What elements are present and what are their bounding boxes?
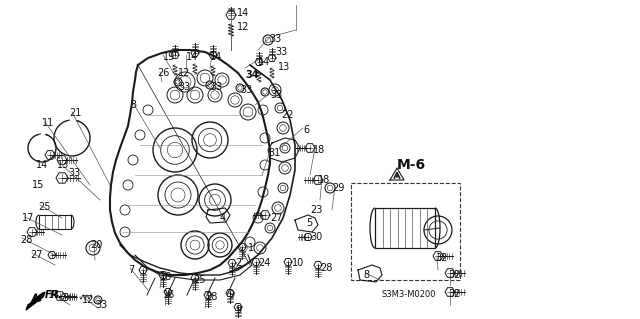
Text: 22: 22 bbox=[281, 110, 294, 120]
Text: 14: 14 bbox=[210, 52, 222, 62]
Text: 33: 33 bbox=[240, 85, 252, 95]
Text: 23: 23 bbox=[310, 205, 323, 215]
Text: 26: 26 bbox=[157, 68, 170, 78]
Text: 14: 14 bbox=[36, 160, 48, 170]
Text: 2: 2 bbox=[235, 258, 241, 268]
Bar bbox=[375, 208, 435, 248]
Text: 9: 9 bbox=[228, 290, 234, 300]
Text: 17: 17 bbox=[22, 213, 35, 223]
Text: 12: 12 bbox=[82, 295, 94, 305]
Text: 18: 18 bbox=[313, 145, 325, 155]
Text: 12: 12 bbox=[178, 68, 190, 78]
Text: 3: 3 bbox=[130, 100, 136, 110]
Text: 27: 27 bbox=[270, 213, 282, 223]
Text: 5: 5 bbox=[306, 218, 312, 228]
Text: 18: 18 bbox=[318, 175, 330, 185]
Text: 20: 20 bbox=[90, 240, 102, 250]
Text: 33: 33 bbox=[178, 82, 190, 92]
Text: 28: 28 bbox=[320, 263, 332, 273]
Text: FR.: FR. bbox=[45, 290, 63, 300]
Text: 32: 32 bbox=[448, 270, 460, 280]
Text: 14: 14 bbox=[258, 57, 270, 67]
Text: 28: 28 bbox=[205, 292, 218, 302]
Text: 6: 6 bbox=[303, 125, 309, 135]
Text: 14: 14 bbox=[237, 8, 249, 18]
Text: 8: 8 bbox=[363, 270, 369, 280]
Text: 4: 4 bbox=[220, 213, 226, 223]
Text: 9: 9 bbox=[235, 305, 241, 315]
Text: 33: 33 bbox=[270, 90, 282, 100]
Text: 34: 34 bbox=[245, 70, 259, 80]
Text: 25: 25 bbox=[38, 202, 51, 212]
Text: 19: 19 bbox=[163, 52, 175, 62]
Text: 14: 14 bbox=[186, 52, 198, 62]
Text: 30: 30 bbox=[310, 232, 323, 242]
Text: 33: 33 bbox=[269, 34, 281, 44]
Text: 11: 11 bbox=[42, 118, 54, 128]
Bar bbox=[39, 215, 71, 229]
Text: 13: 13 bbox=[278, 62, 291, 72]
Bar bbox=[351, 183, 460, 280]
Text: 33: 33 bbox=[95, 300, 108, 310]
Text: 13: 13 bbox=[57, 160, 69, 170]
Text: 33: 33 bbox=[210, 82, 222, 92]
Text: 12: 12 bbox=[237, 22, 250, 32]
Text: 32: 32 bbox=[448, 289, 460, 299]
Text: 18: 18 bbox=[160, 272, 172, 282]
Text: 33: 33 bbox=[275, 47, 287, 57]
Text: 14: 14 bbox=[48, 290, 60, 300]
Text: 29: 29 bbox=[332, 183, 344, 193]
Text: 28: 28 bbox=[20, 235, 33, 245]
Text: 1: 1 bbox=[248, 243, 254, 253]
Text: 7: 7 bbox=[128, 265, 134, 275]
Text: 33: 33 bbox=[68, 168, 80, 178]
Text: 21: 21 bbox=[69, 108, 81, 118]
Text: M-6: M-6 bbox=[397, 158, 426, 172]
Text: 32: 32 bbox=[435, 253, 447, 263]
Text: 15: 15 bbox=[32, 180, 44, 190]
Text: 31: 31 bbox=[268, 148, 280, 158]
Text: 10: 10 bbox=[292, 258, 304, 268]
Text: 24: 24 bbox=[258, 258, 270, 268]
Polygon shape bbox=[26, 292, 45, 310]
Text: S3M3-M0200: S3M3-M0200 bbox=[382, 290, 436, 299]
Text: 16: 16 bbox=[163, 290, 175, 300]
Text: 27: 27 bbox=[30, 250, 42, 260]
Text: 25: 25 bbox=[193, 275, 205, 285]
